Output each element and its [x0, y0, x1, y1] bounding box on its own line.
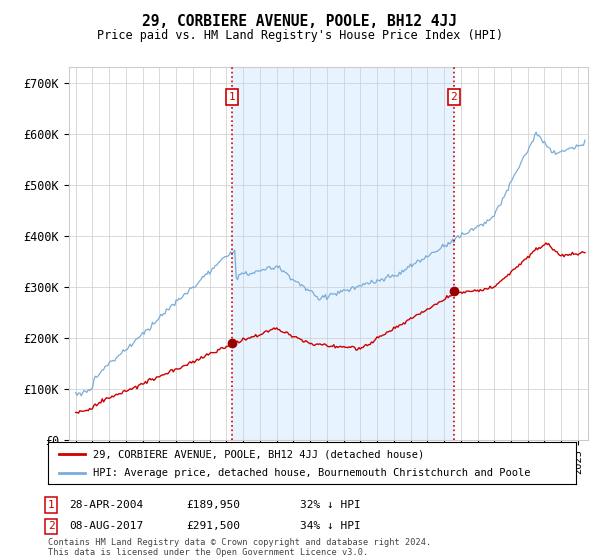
Text: 2: 2: [451, 92, 457, 102]
Text: £291,500: £291,500: [186, 521, 240, 531]
Bar: [232, 67, 454, 440]
Text: 1: 1: [47, 500, 55, 510]
Text: 29, CORBIERE AVENUE, POOLE, BH12 4JJ: 29, CORBIERE AVENUE, POOLE, BH12 4JJ: [143, 14, 458, 29]
Text: Price paid vs. HM Land Registry's House Price Index (HPI): Price paid vs. HM Land Registry's House …: [97, 29, 503, 42]
Text: 1: 1: [229, 92, 235, 102]
Text: 34% ↓ HPI: 34% ↓ HPI: [300, 521, 361, 531]
Text: HPI: Average price, detached house, Bournemouth Christchurch and Poole: HPI: Average price, detached house, Bour…: [93, 468, 530, 478]
Text: 28-APR-2004: 28-APR-2004: [69, 500, 143, 510]
Text: Contains HM Land Registry data © Crown copyright and database right 2024.
This d: Contains HM Land Registry data © Crown c…: [48, 538, 431, 557]
Text: 08-AUG-2017: 08-AUG-2017: [69, 521, 143, 531]
Text: 2: 2: [47, 521, 55, 531]
Text: 32% ↓ HPI: 32% ↓ HPI: [300, 500, 361, 510]
Text: 29, CORBIERE AVENUE, POOLE, BH12 4JJ (detached house): 29, CORBIERE AVENUE, POOLE, BH12 4JJ (de…: [93, 449, 424, 459]
Text: £189,950: £189,950: [186, 500, 240, 510]
